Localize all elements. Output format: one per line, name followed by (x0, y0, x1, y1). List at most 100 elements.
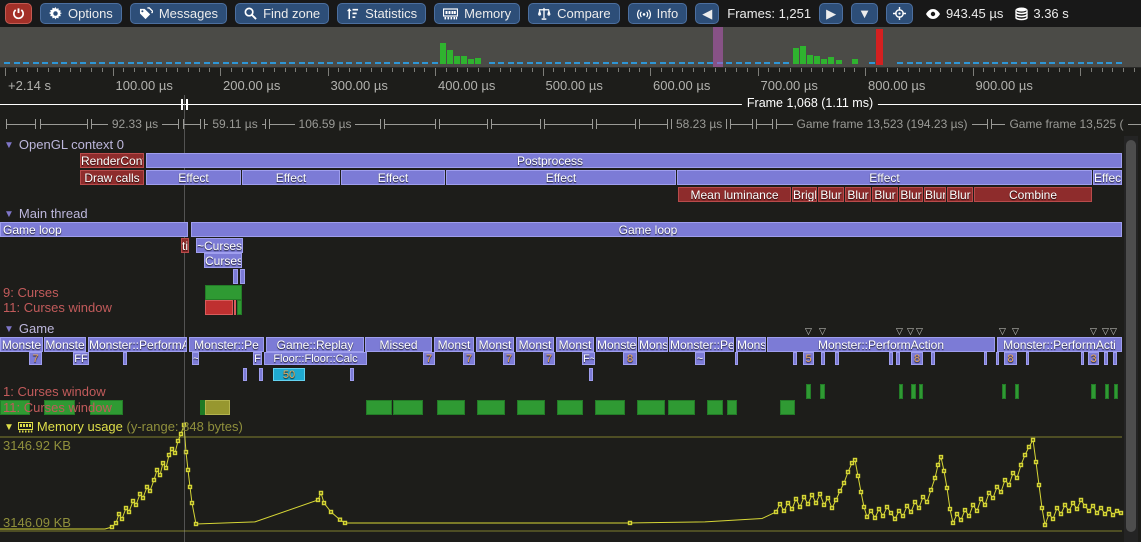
message-marker-icon[interactable]: ▽ (1110, 326, 1117, 336)
zone-bar[interactable] (806, 384, 811, 399)
zone-bar[interactable]: Blur (818, 187, 844, 202)
zone-bar[interactable]: Monster::Pe (189, 337, 264, 352)
zone-bar[interactable] (1114, 384, 1118, 399)
zone-bar[interactable]: Effect (677, 170, 1092, 185)
frame-segment[interactable]: Game frame 13,523 (194.23 µs) (776, 118, 988, 130)
zone-bar[interactable]: ~Curses (196, 238, 243, 253)
zone-bar[interactable] (820, 384, 825, 399)
zone-bar[interactable] (233, 269, 238, 284)
zone-bar[interactable] (477, 400, 505, 415)
zone-bar[interactable] (366, 400, 392, 415)
zone-bar[interactable] (996, 352, 999, 365)
zone-bar[interactable]: Effect (242, 170, 340, 185)
frame-segment[interactable] (639, 119, 668, 129)
zone-bar[interactable] (780, 400, 795, 415)
toolbar-button-find-zone[interactable]: Find zone (235, 3, 330, 24)
zone-bar[interactable] (240, 269, 245, 284)
zone-bar[interactable] (1091, 384, 1096, 399)
frame-segment[interactable]: Game frame 13,525 ( (991, 118, 1141, 130)
message-marker-icon[interactable]: ▽ (999, 326, 1006, 336)
power-button[interactable] (5, 3, 32, 24)
goto-frame-button[interactable] (885, 3, 913, 24)
next-frame-button[interactable]: ▶ (819, 3, 844, 24)
zone-bar[interactable] (637, 400, 665, 415)
zone-bar[interactable]: 8 (623, 352, 637, 365)
memory-section-header[interactable]: ▼ Memory usage (y-range: 848 bytes) (4, 419, 243, 434)
zone-bar[interactable] (984, 352, 987, 365)
zone-bar[interactable] (931, 352, 935, 365)
zone-bar[interactable]: Monste (0, 337, 43, 352)
toolbar-button-compare[interactable]: Compare (528, 3, 620, 24)
zone-bar[interactable]: Monster::PerformActi (997, 337, 1122, 352)
zone-bar[interactable]: Game::Replay (266, 337, 364, 352)
zone-bar[interactable]: 7 (463, 352, 475, 365)
zone-bar[interactable] (205, 400, 230, 415)
zone-bar[interactable]: 7 (503, 352, 515, 365)
zone-bar[interactable]: Blur (947, 187, 973, 202)
zone-bar[interactable]: Mons (736, 337, 766, 352)
message-marker-icon[interactable]: ▽ (805, 326, 812, 336)
zone-bar[interactable] (243, 368, 247, 381)
frame-segment[interactable] (596, 119, 636, 129)
zone-bar[interactable]: Combine (974, 187, 1092, 202)
zone-bar[interactable] (589, 368, 593, 381)
zone-bar[interactable]: Effect (446, 170, 676, 185)
zone-bar[interactable]: Monste (44, 337, 86, 352)
zone-bar[interactable] (123, 352, 127, 365)
zone-bar[interactable]: RenderConte (80, 153, 144, 168)
zone-bar[interactable]: 7 (423, 352, 435, 365)
zone-bar[interactable]: Blur (845, 187, 871, 202)
scrollbar-thumb[interactable] (1126, 140, 1136, 532)
zone-bar[interactable] (259, 368, 263, 381)
zone-bar[interactable]: Monst (556, 337, 594, 352)
frame-segment[interactable]: 92.33 µs (91, 118, 179, 130)
zone-bar[interactable]: Blur (924, 187, 946, 202)
section-header-main-thread[interactable]: ▼ Main thread (4, 206, 88, 221)
zone-bar[interactable]: Monster::PerformA (88, 337, 187, 352)
zone-bar[interactable] (237, 300, 242, 315)
frame-segment[interactable] (6, 119, 36, 129)
section-header-game[interactable]: ▼ Game (4, 321, 54, 336)
zone-bar[interactable] (1081, 352, 1084, 365)
frame-segment[interactable] (491, 119, 541, 129)
toolbar-button-options[interactable]: Options (40, 3, 122, 24)
zone-bar[interactable]: F~ (582, 352, 595, 365)
frame-segment[interactable]: 59.11 µs (204, 118, 266, 130)
zone-bar[interactable] (0, 400, 30, 415)
zone-bar[interactable]: ti (181, 238, 189, 253)
zone-bar[interactable]: Mons (638, 337, 668, 352)
frame-segment[interactable] (384, 119, 436, 129)
zone-bar[interactable] (200, 400, 205, 415)
zone-bar[interactable] (44, 400, 75, 415)
zone-bar[interactable] (668, 400, 695, 415)
prev-frame-button[interactable]: ◀ (695, 3, 720, 24)
zone-bar[interactable]: Monst (516, 337, 554, 352)
frame-segment[interactable]: 58.23 µs (671, 118, 727, 130)
zone-bar[interactable] (1026, 352, 1029, 365)
primary-frame-line[interactable] (0, 104, 1141, 105)
zone-bar[interactable] (234, 300, 236, 315)
zone-bar[interactable]: 7 (29, 352, 42, 365)
zone-bar[interactable]: 3 (1088, 352, 1099, 365)
vertical-scrollbar[interactable] (1124, 136, 1138, 542)
zone-bar[interactable]: 7 (543, 352, 555, 365)
toolbar-button-memory[interactable]: Memory (434, 3, 521, 24)
zone-bar[interactable] (205, 300, 233, 315)
zone-bar[interactable]: Curses (204, 253, 242, 268)
frame-segment[interactable] (439, 119, 488, 129)
zone-bar[interactable]: Monste (596, 337, 637, 352)
zone-bar[interactable]: Effect (146, 170, 241, 185)
zone-bar[interactable] (437, 400, 465, 415)
frame-segment[interactable] (544, 119, 593, 129)
zone-bar[interactable]: 8 (911, 352, 923, 365)
frame-histogram[interactable] (0, 27, 1141, 68)
frame-segment[interactable] (183, 119, 201, 129)
zone-bar[interactable] (557, 400, 583, 415)
zone-bar[interactable] (889, 352, 893, 365)
zone-bar[interactable]: Mean luminance (678, 187, 791, 202)
frame-segment[interactable] (756, 119, 773, 129)
zone-bar[interactable]: F (253, 352, 262, 365)
zone-bar[interactable]: Blur (872, 187, 898, 202)
zone-bar[interactable] (896, 352, 900, 365)
zone-bar[interactable] (1105, 384, 1109, 399)
